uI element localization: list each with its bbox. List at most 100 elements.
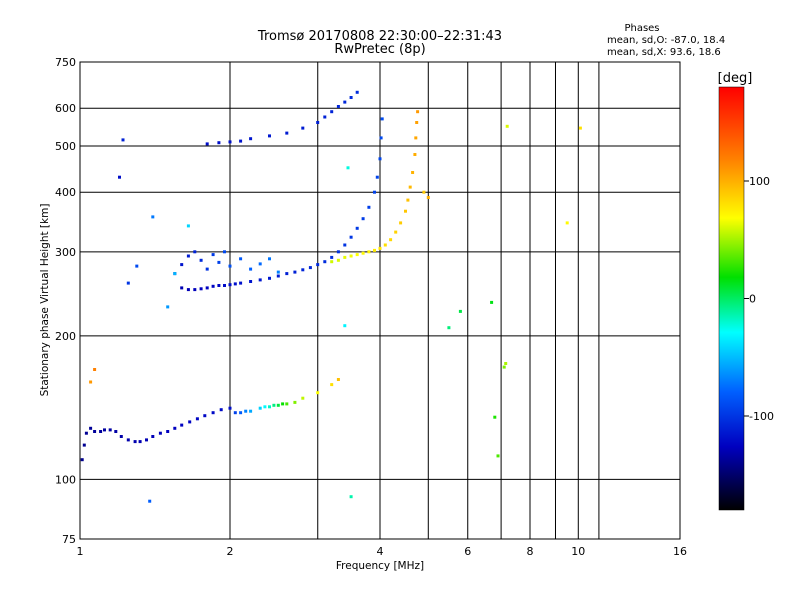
data-point: [118, 175, 121, 179]
data-point: [355, 90, 359, 94]
legend-line-o: mean, sd,O: -87.0, 18.4: [607, 35, 725, 46]
data-point: [406, 198, 410, 202]
data-point: [447, 326, 451, 330]
x-tick-label: 2: [227, 545, 234, 558]
data-point: [205, 267, 209, 271]
data-point: [378, 246, 382, 250]
data-point: [199, 258, 203, 262]
data-point: [422, 190, 426, 194]
data-point: [301, 396, 305, 400]
y-tick-label: 600: [55, 102, 76, 115]
data-point: [316, 391, 320, 395]
data-point: [276, 274, 280, 278]
data-point: [285, 402, 289, 406]
data-point: [343, 100, 347, 104]
data-point: [415, 121, 419, 124]
data-point: [361, 217, 365, 221]
data-point: [166, 305, 170, 309]
colorbar-tick-label: 100: [749, 175, 770, 188]
y-tick-label: 100: [55, 473, 76, 486]
data-point: [316, 263, 320, 267]
data-point: [281, 402, 285, 406]
y-axis-label: Stationary phase Virtual Height [km]: [39, 204, 51, 397]
data-point: [103, 428, 106, 432]
x-tick-labels: 1 2 4 6 8 10 16: [77, 545, 688, 558]
data-point: [272, 403, 276, 407]
data-point: [404, 209, 407, 213]
data-point: [93, 430, 97, 433]
data-point: [375, 175, 379, 179]
data-point: [380, 117, 384, 121]
data-point: [80, 458, 84, 462]
data-point: [186, 288, 190, 292]
data-point: [180, 423, 184, 427]
data-point: [219, 408, 223, 412]
data-point: [203, 414, 207, 418]
data-point: [301, 268, 305, 272]
data-point: [195, 417, 199, 421]
data-point: [293, 270, 297, 274]
legend-title: Phases: [624, 23, 659, 34]
data-point: [223, 284, 226, 287]
data-point: [413, 153, 417, 156]
data-point: [188, 420, 192, 424]
data-point: [505, 124, 509, 128]
data-point: [205, 286, 209, 290]
data-point: [496, 454, 500, 458]
data-point: [211, 253, 215, 257]
data-point: [316, 121, 320, 124]
data-point: [268, 405, 271, 409]
data-point: [330, 255, 334, 259]
data-point: [199, 287, 203, 291]
data-point: [408, 185, 412, 189]
y-tick-label: 500: [55, 140, 76, 153]
data-point: [249, 267, 253, 271]
data-point: [367, 205, 371, 209]
data-point: [414, 136, 418, 140]
data-point: [158, 431, 162, 435]
data-point: [148, 499, 152, 503]
x-tick-label: 8: [527, 545, 534, 558]
data-point: [490, 300, 494, 304]
data-point: [186, 254, 190, 258]
data-point: [383, 243, 387, 247]
data-point: [343, 324, 347, 328]
data-point: [205, 142, 209, 146]
data-point: [343, 243, 347, 247]
data-point: [223, 250, 226, 254]
data-point: [138, 440, 142, 444]
data-point: [263, 405, 267, 409]
data-point: [228, 140, 232, 144]
x-tick-label: 16: [673, 545, 687, 558]
data-point: [151, 435, 155, 438]
data-point: [239, 281, 243, 285]
data-point: [349, 96, 353, 99]
data-point: [399, 221, 403, 225]
data-point: [330, 383, 334, 387]
data-point: [244, 409, 248, 413]
data-point: [228, 283, 232, 287]
data-point: [84, 431, 88, 435]
data-point: [504, 362, 508, 365]
data-point: [93, 368, 97, 371]
chart-title: Tromsø 20170808 22:30:00–22:31:43: [257, 29, 502, 44]
data-point: [249, 137, 253, 141]
data-point: [301, 126, 305, 130]
data-point: [217, 284, 221, 287]
grid-lines: [80, 62, 680, 539]
y-tick-labels: 75 100 200 300 400 500 600 750: [55, 56, 76, 546]
data-point: [211, 411, 215, 415]
data-point: [343, 255, 347, 259]
x-tick-label: 1: [77, 545, 84, 558]
data-point: [108, 428, 112, 432]
data-point: [217, 141, 221, 145]
data-point: [151, 215, 155, 219]
data-point: [336, 378, 340, 381]
data-point: [268, 257, 271, 261]
data-point: [249, 409, 253, 413]
colorbar-tick-label: 0: [749, 293, 756, 306]
data-point: [378, 157, 382, 161]
y-tick-label: 400: [55, 186, 76, 199]
data-point: [258, 278, 262, 282]
x-axis-label: Frequency [MHz]: [336, 560, 424, 572]
